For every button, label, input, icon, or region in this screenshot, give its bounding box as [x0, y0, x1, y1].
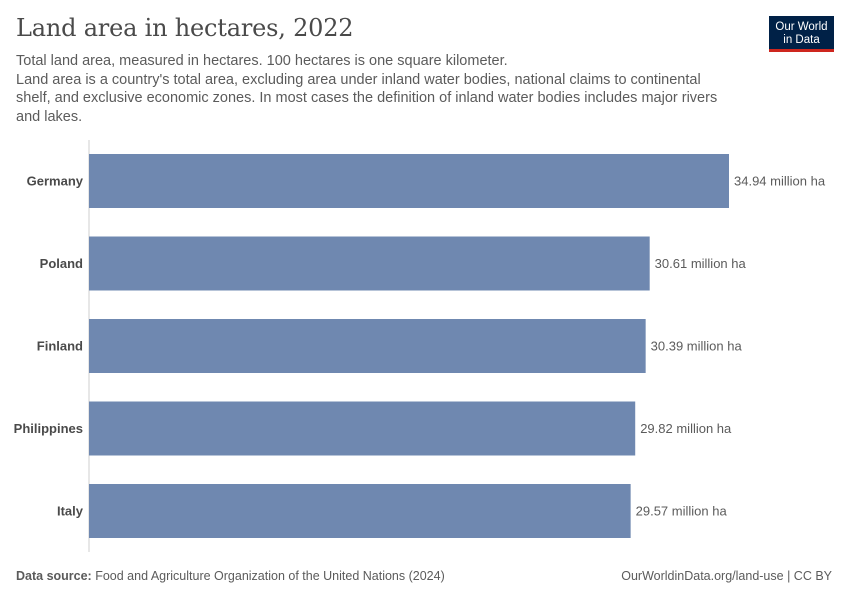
category-label-poland: Poland [40, 256, 83, 271]
subtitle-line-2: Land area is a country's total area, exc… [16, 71, 718, 125]
land-use-link[interactable]: OurWorldinData.org/land-use [621, 569, 784, 583]
value-label-germany: 34.94 million ha [734, 174, 826, 189]
bar-philippines[interactable] [89, 401, 636, 456]
footer: Data source: Food and Agriculture Organi… [16, 569, 832, 583]
bar-germany[interactable] [89, 154, 729, 208]
logo-line-1: Our World [775, 21, 828, 33]
bar-chart: Germany 34.94 million ha Poland 30.61 milli… [14, 140, 826, 552]
value-label-finland: 30.39 million ha [651, 339, 743, 354]
bar-finland[interactable] [89, 319, 646, 373]
subtitle-line-1: Total land area, measured in hectares. 1… [16, 53, 508, 69]
license-text: | CC BY [787, 569, 832, 583]
category-label-philippines: Philippines [14, 421, 83, 436]
bar-poland[interactable] [89, 236, 650, 291]
logo-line-2: in Data [783, 34, 820, 46]
value-label-italy: 29.57 million ha [636, 504, 728, 519]
category-label-italy: Italy [57, 504, 84, 519]
category-label-germany: Germany [27, 174, 84, 189]
value-label-philippines: 29.82 million ha [640, 421, 732, 436]
owid-logo[interactable]: Our World in Data [769, 16, 834, 52]
footer-right: OurWorldinData.org/land-use | CC BY [621, 569, 832, 583]
chart-title: Land area in hectares, 2022 [16, 14, 354, 42]
bar-italy[interactable] [89, 484, 631, 538]
value-label-poland: 30.61 million ha [655, 256, 747, 271]
data-source-label: Data source: [16, 569, 92, 583]
category-label-finland: Finland [37, 339, 83, 354]
chart-subtitle: Total land area, measured in hectares. 1… [16, 52, 736, 126]
data-source-text: Food and Agriculture Organization of the… [95, 569, 445, 583]
